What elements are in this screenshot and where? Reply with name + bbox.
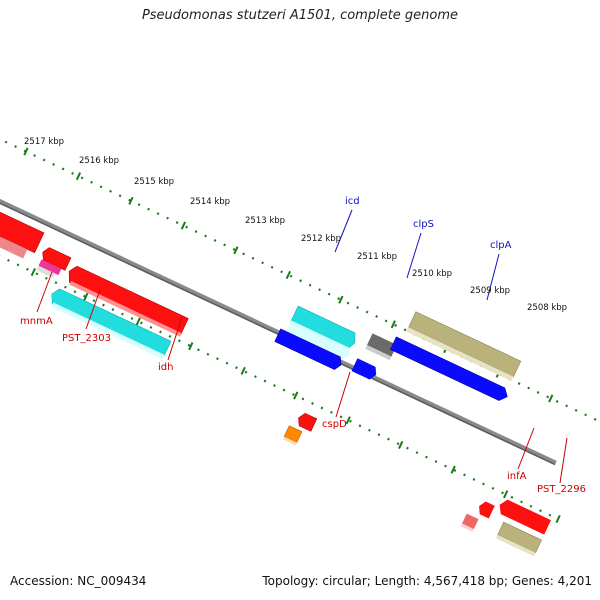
- accession-text: Accession: NC_009434: [10, 574, 147, 588]
- gene-labels: icd clpS clpA mnmA PST_2303 idh cspD inf…: [20, 196, 586, 495]
- outer-scale-tick: [285, 270, 291, 279]
- inner-scale-tick: [135, 317, 141, 326]
- gene-idh-red[interactable]: [65, 264, 189, 336]
- gene-infA-highlight: [460, 523, 474, 532]
- scale-label: 2516 kbp: [79, 156, 119, 166]
- inner-scale-tick: [555, 514, 561, 524]
- outer-scale-tick: [338, 295, 344, 304]
- leader-infA: [517, 427, 535, 470]
- gene-cspD-red[interactable]: [296, 412, 318, 432]
- leader-cspD: [335, 371, 351, 418]
- gene-label-clpS[interactable]: clpS: [413, 219, 434, 230]
- outer-scale-tick: [233, 246, 239, 255]
- scale-labels: 2517 kbp 2516 kbp 2515 kbp 2514 kbp 2513…: [24, 137, 567, 313]
- inner-scale-dots: [0, 191, 554, 518]
- gene-icd-highlight: [286, 320, 351, 359]
- gene-mnmA-block[interactable]: [0, 206, 45, 254]
- gene-mnmA-highlight: [0, 227, 28, 259]
- inner-scale-tick: [345, 416, 351, 425]
- inner-scale-tick: [30, 268, 36, 277]
- scale-label: 2511 kbp: [357, 252, 397, 262]
- outer-scale-tick: [390, 320, 396, 329]
- inner-scale-tick: [240, 366, 246, 375]
- gene-idh-highlight: [51, 302, 165, 360]
- forward-strand-track: [274, 305, 522, 403]
- gene-PST_2296-red[interactable]: [496, 498, 551, 535]
- gene-clpS-block[interactable]: [366, 333, 397, 357]
- gene-label-clpA[interactable]: clpA: [490, 240, 512, 251]
- scale-label: 2509 kbp: [470, 286, 510, 296]
- gene-label-cspD[interactable]: cspD: [322, 419, 347, 430]
- scale-label: 2515 kbp: [134, 177, 174, 187]
- leader-PST_2303: [85, 289, 101, 330]
- genome-backbone-line: [0, 145, 557, 465]
- gene-infA-red[interactable]: [476, 500, 495, 519]
- outer-scale-tick: [23, 147, 29, 156]
- gene-idh-block[interactable]: [48, 287, 172, 357]
- gene-PST_2303-highlight: [36, 265, 55, 278]
- gene-clpA-highlight: [406, 327, 514, 382]
- gene-label-idh[interactable]: idh: [158, 362, 173, 373]
- scale-label: 2508 kbp: [527, 303, 567, 313]
- gene-clpA-block[interactable]: [408, 311, 522, 377]
- gene-label-PST_2303[interactable]: PST_2303: [62, 333, 111, 344]
- inner-scale-tick: [293, 391, 299, 400]
- leader-mnmA: [36, 271, 53, 313]
- leader-icd: [334, 209, 353, 253]
- forward-label-leaders: [334, 209, 500, 301]
- leader-PST_2296: [559, 437, 568, 484]
- inner-scale-tick: [398, 440, 404, 449]
- scale-label: 2513 kbp: [245, 216, 285, 226]
- gene-PST_2303-block[interactable]: [40, 246, 72, 271]
- outer-scale-tick: [548, 394, 554, 403]
- genome-backbone-shadow: [0, 148, 556, 466]
- gene-label-mnmA[interactable]: mnmA: [20, 316, 53, 327]
- gene-PST_2303-magenta[interactable]: [38, 259, 62, 276]
- gene-clpS-cds[interactable]: [351, 358, 380, 381]
- outer-scale-dots: [0, 95, 599, 422]
- gene-clpS-highlight: [365, 345, 392, 361]
- scale-label: 2512 kbp: [301, 234, 341, 244]
- inner-scale-tick: [503, 490, 509, 499]
- outer-scale-tick: [180, 221, 187, 230]
- gene-infA-block[interactable]: [462, 513, 479, 530]
- gene-clpA-cds[interactable]: [390, 336, 510, 403]
- gene-label-infA[interactable]: infA: [507, 471, 527, 482]
- reverse-label-leaders: [36, 271, 568, 484]
- inner-scale-tick: [188, 342, 194, 351]
- genome-title: Pseudomonas stutzeri A1501, complete gen…: [141, 8, 459, 23]
- leader-idh: [167, 316, 183, 361]
- outer-scale-tick: [75, 172, 82, 181]
- scale-label: 2517 kbp: [24, 137, 64, 147]
- genome-summary-text: Topology: circular; Length: 4,567,418 bp…: [262, 574, 592, 588]
- scale-label: 2514 kbp: [190, 197, 230, 207]
- reverse-strand-track: [0, 206, 551, 557]
- gene-PST_2296-highlight: [495, 534, 536, 557]
- scale-label: 2510 kbp: [412, 269, 452, 279]
- gene-icd-block[interactable]: [290, 305, 358, 351]
- gene-label-PST_2296[interactable]: PST_2296: [537, 484, 586, 495]
- gene-icd-cds[interactable]: [274, 328, 344, 371]
- leader-clpS: [406, 232, 422, 279]
- gene-idh-red-highlight: [69, 281, 182, 337]
- inner-scale-tick: [83, 292, 89, 301]
- gene-label-icd[interactable]: icd: [345, 196, 360, 207]
- inner-scale-tick: [450, 465, 456, 474]
- gene-cspD-highlight: [282, 436, 297, 446]
- outer-scale-tick: [128, 196, 134, 205]
- leader-clpA: [486, 253, 500, 301]
